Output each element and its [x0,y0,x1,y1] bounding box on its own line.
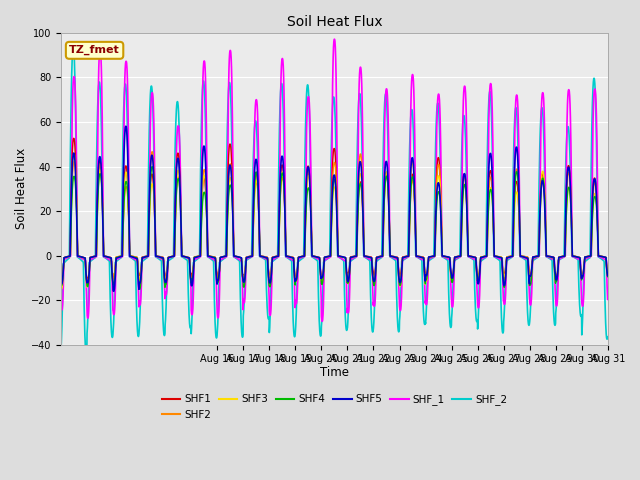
Line: SHF5: SHF5 [61,126,607,291]
SHF5 [214,277,221,283]
SHF5 [284,253,291,259]
SHF5 [530,254,538,260]
Line: SHF2: SHF2 [61,152,607,284]
SHF4 [604,274,611,279]
SHF_1 [530,256,538,262]
SHF_2 [604,334,611,340]
SHF1 [604,270,611,276]
SHF_1 [57,303,65,309]
SHF5 [138,263,145,268]
Legend: SHF1, SHF2, SHF3, SHF4, SHF5, SHF_1, SHF_2: SHF1, SHF2, SHF3, SHF4, SHF5, SHF_1, SHF… [157,390,511,424]
SHF1 [214,279,221,285]
SHF3 [214,278,221,284]
SHF4 [148,164,156,169]
SHF4 [214,279,221,285]
SHF5 [415,254,422,260]
SHF5 [122,123,130,129]
SHF4 [138,269,145,275]
SHF3 [284,253,291,259]
Line: SHF_2: SHF_2 [61,47,607,354]
SHF_1 [164,274,172,280]
SHF_2 [415,255,422,261]
SHF3 [164,259,172,264]
SHF1 [138,259,145,265]
SHF3 [415,254,422,260]
SHF_2 [164,258,172,264]
SHF3 [530,254,538,260]
SHF_1 [331,36,339,42]
SHF_2 [138,259,145,265]
SHF4 [530,254,538,260]
SHF2 [136,281,143,287]
SHF1 [530,254,538,260]
SHF2 [138,266,145,272]
SHF5 [57,280,65,286]
SHF2 [57,278,65,284]
SHF_1 [318,318,326,324]
SHF1 [164,258,172,264]
SHF1 [415,253,422,259]
SHF_2 [70,44,77,49]
SHF1 [58,280,65,286]
SHF3 [70,151,78,156]
Y-axis label: Soil Heat Flux: Soil Heat Flux [15,148,28,229]
SHF_2 [83,351,90,357]
SHF2 [604,272,611,277]
SHF_1 [213,310,221,316]
SHF_2 [57,346,65,352]
SHF_2 [214,324,221,330]
SHF2 [214,278,221,284]
SHF2 [164,257,172,263]
X-axis label: Time: Time [320,366,349,379]
SHF2 [415,253,422,259]
SHF2 [148,149,156,155]
Line: SHF_1: SHF_1 [61,39,607,321]
SHF4 [57,282,65,288]
SHF3 [604,272,611,278]
SHF1 [284,253,291,259]
SHF1 [70,135,77,141]
SHF3 [138,261,145,267]
SHF_1 [283,254,291,260]
SHF_2 [284,255,291,261]
SHF5 [164,258,172,264]
SHF5 [604,273,611,278]
SHF_2 [530,257,538,263]
SHF_1 [138,286,145,291]
Title: Soil Heat Flux: Soil Heat Flux [287,15,382,29]
SHF3 [57,285,65,291]
Line: SHF3: SHF3 [61,154,607,289]
Line: SHF1: SHF1 [61,138,607,283]
SHF5 [110,288,118,294]
SHF_1 [415,255,422,261]
SHF2 [284,253,291,259]
SHF2 [530,254,538,260]
SHF3 [58,286,65,292]
SHF4 [284,253,291,259]
Text: TZ_fmet: TZ_fmet [69,45,120,56]
SHF4 [164,259,172,264]
SHF4 [415,254,422,260]
SHF4 [136,287,143,292]
Line: SHF4: SHF4 [61,167,607,289]
SHF_1 [604,297,611,302]
SHF1 [57,280,65,286]
